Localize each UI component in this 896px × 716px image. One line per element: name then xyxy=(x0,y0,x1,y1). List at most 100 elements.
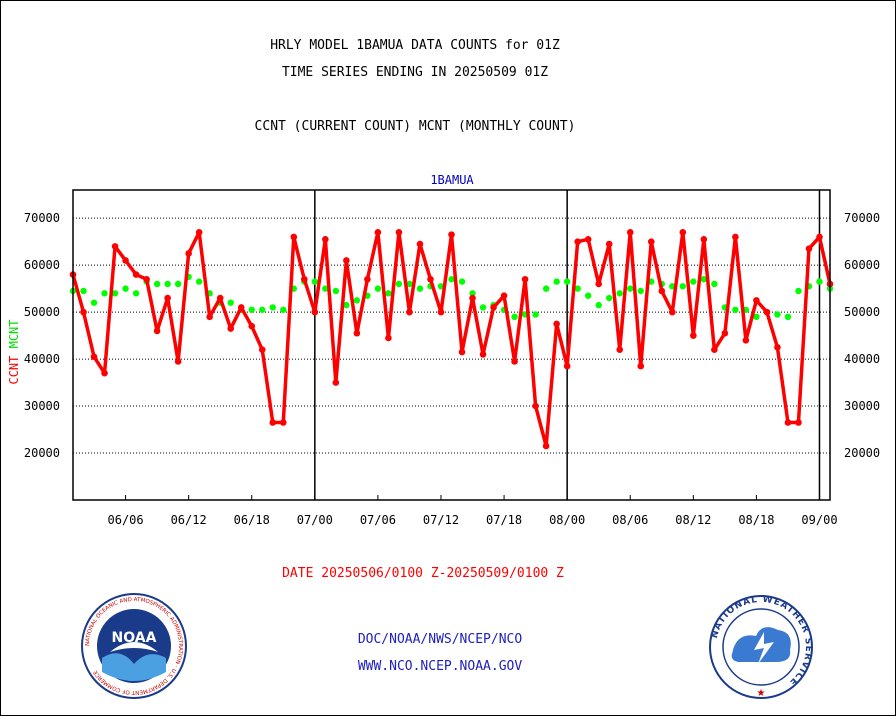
ccnt-point xyxy=(111,243,119,250)
ccnt-point xyxy=(469,294,476,302)
series-layer xyxy=(69,228,834,450)
ccnt-point xyxy=(753,297,760,304)
y-tick-label-right: 40000 xyxy=(844,352,880,366)
mcnt-point xyxy=(395,280,403,288)
noaa-logo-icon: NOAA NATIONAL OCEANIC AND ATMOSPHERIC AD… xyxy=(81,593,187,699)
ccnt-point xyxy=(816,233,823,241)
x-tick-label: 07/12 xyxy=(423,513,459,527)
mcnt-point xyxy=(784,313,792,321)
mcnt-point xyxy=(406,280,413,288)
x-tick-label: 06/18 xyxy=(234,513,270,527)
y-tick-label-left: 50000 xyxy=(24,305,60,319)
mcnt-point xyxy=(416,285,424,292)
mcnt-point xyxy=(353,297,361,304)
mcnt-point xyxy=(80,287,87,295)
ccnt-point xyxy=(605,240,613,248)
ccnt-point xyxy=(658,287,666,295)
noaa-wordmark: NOAA xyxy=(112,630,157,646)
website-link[interactable]: WWW.NCO.NCEP.NOAA.GOV xyxy=(357,659,523,674)
y-tick-labels: 20000 20000 30000 30000 40000 40000 50000 50000… xyxy=(24,211,880,460)
doc-link[interactable]: DOC/NOAA/NWS/NCEP/NCO xyxy=(357,632,523,647)
ccnt-point xyxy=(206,313,213,321)
ccnt-point xyxy=(311,308,319,316)
x-tick-label: 07/06 xyxy=(360,513,396,527)
ccnt-point xyxy=(301,275,308,283)
mcnt-point xyxy=(90,299,98,306)
mcnt-point xyxy=(280,306,287,313)
ccnt-point xyxy=(185,250,192,257)
y-tick-label-right: 70000 xyxy=(844,211,880,225)
ccnt-point xyxy=(679,228,687,236)
ccnt-point xyxy=(795,419,802,426)
x-tick-label: 08/12 xyxy=(675,513,711,527)
mcnt-point xyxy=(248,306,255,313)
x-tick-labels: 06/06 06/12 06/18 07/00 07/06 07/12 07/18 08/00… xyxy=(108,495,838,527)
ccnt-point xyxy=(616,346,624,353)
ccnt-point xyxy=(406,308,413,316)
ccnt-point xyxy=(763,308,771,316)
ccnt-point xyxy=(132,271,140,278)
nws-logo-icon: NATIONAL WEATHER SERVICE ★ xyxy=(709,595,813,699)
ccnt-point xyxy=(805,245,813,253)
ccnt-point xyxy=(732,233,739,241)
mcnt-point xyxy=(332,287,340,295)
mcnt-point xyxy=(469,290,476,297)
ccnt-point xyxy=(227,325,235,332)
y-axis-label-text: CCNT MCNT xyxy=(7,319,21,384)
grid-lines xyxy=(73,217,830,454)
mcnt-point xyxy=(322,285,329,292)
date-range-label: DATE 20250506/0100 Z-20250509/0100 Z xyxy=(282,566,564,581)
x-tick-label: 07/18 xyxy=(486,513,522,527)
mcnt-point xyxy=(795,287,802,295)
ylabel-mcnt: MCNT xyxy=(7,319,21,348)
ccnt-point xyxy=(269,419,277,426)
x-tick-label: 08/18 xyxy=(738,513,774,527)
mcnt-point xyxy=(627,285,634,292)
ccnt-point xyxy=(101,369,108,377)
ccnt-point xyxy=(668,308,676,316)
y-tick-label-right: 20000 xyxy=(844,446,880,460)
ccnt-point xyxy=(237,304,245,311)
ccnt-point xyxy=(784,419,792,426)
mcnt-point xyxy=(374,285,382,292)
ccnt-point xyxy=(153,327,161,335)
ccnt-point xyxy=(216,294,224,302)
y-tick-label-left: 30000 xyxy=(24,399,60,413)
ccnt-point xyxy=(542,442,550,450)
mcnt-point xyxy=(343,301,350,309)
mcnt-point xyxy=(132,290,140,297)
title-line-1: HRLY MODEL 1BAMUA DATA COUNTS for 01Z xyxy=(270,38,560,53)
mcnt-point xyxy=(637,287,644,295)
x-tick-label: 06/12 xyxy=(171,513,207,527)
mcnt-point xyxy=(595,301,602,309)
mcnt-point xyxy=(195,278,203,285)
ccnt-point xyxy=(690,332,697,339)
ccnt-point xyxy=(374,228,382,236)
y-axis-label: CCNT MCNT xyxy=(7,319,21,384)
x-tick-label: 09/00 xyxy=(801,513,837,527)
y-tick-label-right: 30000 xyxy=(844,399,880,413)
ccnt-point xyxy=(637,362,645,370)
y-tick-label-left: 40000 xyxy=(24,352,60,366)
mcnt-point xyxy=(111,290,119,297)
x-tick-label: 08/06 xyxy=(612,513,648,527)
mcnt-point xyxy=(532,311,539,318)
ccnt-point xyxy=(563,362,571,370)
ccnt-point xyxy=(122,257,129,264)
ccnt-point xyxy=(721,329,729,337)
mcnt-point xyxy=(458,278,466,285)
mcnt-point xyxy=(153,280,161,288)
ccnt-point xyxy=(448,231,455,238)
ccnt-point xyxy=(584,236,592,243)
mcnt-point xyxy=(269,304,276,311)
ccnt-point xyxy=(395,228,403,236)
ccnt-point xyxy=(595,280,602,288)
ccnt-point xyxy=(343,257,350,264)
ccnt-point xyxy=(626,228,634,236)
vertical-markers xyxy=(314,190,821,500)
ccnt-point xyxy=(248,322,256,330)
mcnt-point xyxy=(732,306,739,313)
mcnt-point xyxy=(227,299,234,306)
ccnt-point xyxy=(437,308,445,316)
